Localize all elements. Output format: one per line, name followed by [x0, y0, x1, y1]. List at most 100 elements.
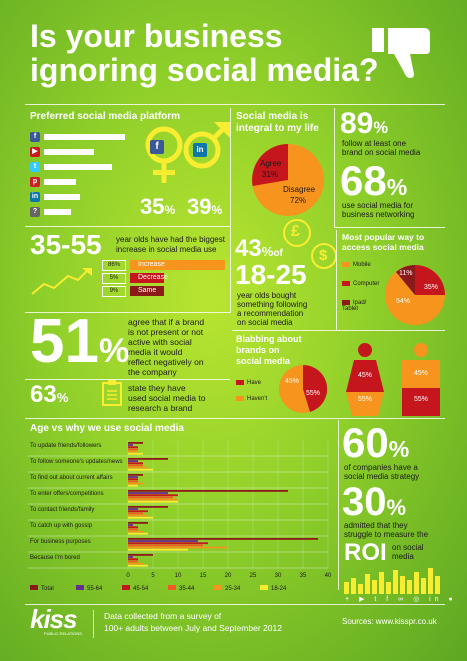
- access-val-11: 11%: [399, 270, 413, 277]
- legend-have: Have: [236, 380, 261, 386]
- blabbing-heading-l1: Blabbing about: [236, 334, 302, 344]
- increase-row-label: Same: [138, 287, 157, 294]
- footer-sources[interactable]: Sources: www.kisspr.co.uk: [342, 617, 437, 626]
- bar-25-34: [128, 482, 143, 485]
- bar-35-44: [128, 496, 173, 499]
- increase-row-pct: 5%: [102, 273, 126, 284]
- increase-row-pct: 9%: [102, 286, 126, 297]
- kiss-logo: kiss: [30, 604, 78, 634]
- brand-desc-l3: active with social: [128, 337, 192, 347]
- female-figure-icon: [346, 343, 384, 416]
- increase-row-pct: 86%: [102, 260, 126, 271]
- blabbing-have-value: 45%: [285, 378, 300, 385]
- platform-bar: [44, 194, 80, 200]
- bar-55-64: [128, 492, 168, 494]
- bar-total: [128, 554, 153, 556]
- male-figure-icon: [402, 343, 440, 416]
- x-tick-label: 5: [151, 573, 155, 579]
- linkedin-badge-icon: in: [193, 143, 207, 157]
- bar-45-54: [128, 478, 138, 481]
- male-percent: 39%: [187, 194, 223, 219]
- page-title-line2: ignoring social media?: [30, 52, 379, 88]
- legend-swatch: [122, 585, 130, 590]
- roi-bars-icon: [344, 568, 440, 594]
- disagree-value: 72%: [290, 196, 307, 205]
- bar-35-44: [128, 560, 138, 563]
- access-legend-item: Ipad/ Tablet: [342, 300, 367, 313]
- increase-row-label: Increase: [138, 261, 165, 268]
- access-val-35: 35%: [424, 284, 439, 291]
- x-tick-label: 10: [175, 573, 182, 579]
- legend-label: 18-24: [271, 586, 287, 592]
- youtube-icon: ▶: [30, 147, 40, 157]
- strategy-pct-30: 30%: [342, 480, 407, 524]
- increase-row-bar: [130, 273, 164, 283]
- recommend-range: 18-25: [235, 259, 307, 290]
- category-label: To update friends/followers: [30, 443, 101, 449]
- bar-25-34: [128, 562, 143, 565]
- bar-35-44: [128, 480, 138, 483]
- access-legend-item: Mobile: [342, 262, 382, 268]
- category-label: Because I'm bored: [30, 555, 80, 561]
- page-title-line1: Is your business: [30, 18, 283, 54]
- brand-presence-pct: 51%: [30, 307, 130, 376]
- bar-25-34: [128, 498, 178, 501]
- research-desc-l1: state they have: [128, 383, 186, 393]
- female-percent: 35%: [140, 194, 176, 219]
- research-desc-l2: used social media to: [128, 393, 206, 403]
- legend-swatch: [260, 585, 268, 590]
- age-why-chart: 0 5 10 15 20 25 30 35 40 To update friends/follow…: [28, 440, 332, 592]
- bar-55-64: [128, 540, 198, 542]
- blabbing-pie-chart: [279, 364, 328, 413]
- divider-h5: [232, 330, 445, 331]
- divider-v3: [336, 230, 337, 330]
- networking-desc-l2: business networking: [342, 210, 415, 219]
- bar-55-64: [128, 508, 138, 510]
- question-icon: ?: [30, 207, 40, 217]
- bar-total: [128, 506, 168, 508]
- bar-35-44: [128, 512, 143, 515]
- bar-35-44: [128, 464, 143, 467]
- bar-18-24: [128, 500, 178, 503]
- divider-h1: [25, 226, 230, 227]
- bar-18-24: [128, 532, 148, 535]
- bar-55-64: [128, 556, 133, 558]
- divider-v4: [338, 420, 339, 590]
- bar-18-24: [128, 452, 143, 455]
- pinterest-icon: p: [30, 177, 40, 187]
- legend-swatch: [168, 585, 176, 590]
- access-val-54: 54%: [396, 298, 411, 305]
- male-top-value: 45%: [414, 370, 429, 377]
- recommend-desc-l2: something following: [237, 300, 308, 309]
- networking-desc-l1: use social media for: [342, 201, 414, 210]
- category-label: To contact friends/family: [30, 507, 94, 513]
- category-label: To follow someone's updates/news: [30, 459, 123, 465]
- brand-desc-l6: the company: [128, 367, 177, 377]
- bar-25-34: [128, 546, 228, 549]
- bar-35-44: [128, 528, 138, 531]
- category-label: To find out about current affairs: [30, 475, 113, 481]
- integral-heading-l1: Social media is: [236, 111, 309, 122]
- male-symbol-icon: [183, 122, 230, 169]
- recommend-pct: 43%of: [235, 235, 283, 262]
- legend-havent: Haven't: [236, 396, 267, 402]
- blabbing-heading-l2: brands on: [236, 345, 280, 355]
- bar-total: [128, 474, 143, 476]
- roi-suffix-l2: media: [392, 552, 414, 561]
- recommend-desc-l3: a recommendation: [237, 309, 304, 318]
- recommend-desc-l1: year olds bought: [237, 291, 297, 300]
- bar-25-34: [128, 514, 148, 517]
- follow-desc-l2: brand on social media: [342, 148, 421, 157]
- bar-18-24: [128, 484, 138, 487]
- roi-suffix-l1: on social: [392, 543, 424, 552]
- female-bottom-value: 55%: [358, 396, 373, 403]
- platform-bar: [44, 164, 112, 170]
- category-label: To catch up with gossip: [30, 523, 93, 529]
- age-range-35-55: 35-55: [30, 229, 102, 260]
- blabbing-havent-value: 55%: [306, 390, 321, 397]
- increase-row-label: Decrease: [138, 274, 168, 281]
- bar-25-34: [128, 530, 143, 533]
- legend-swatch: [214, 585, 222, 590]
- access-legend-item: Computer: [342, 281, 382, 287]
- female-top-value: 45%: [358, 372, 373, 379]
